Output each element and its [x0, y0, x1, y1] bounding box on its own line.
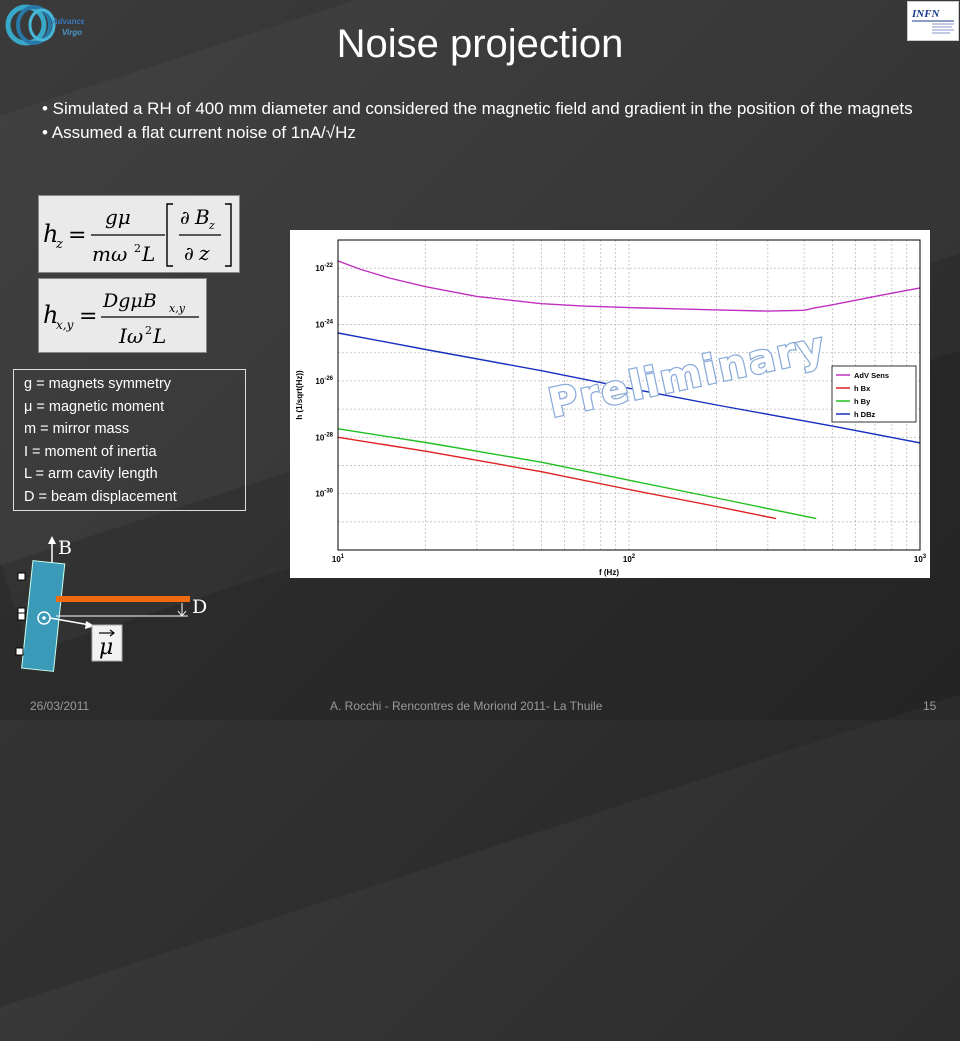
svg-text:2: 2	[134, 242, 141, 255]
x-tick-label: 102	[623, 554, 636, 564]
advanced-virgo-logo: Advanced Virgo	[5, 4, 84, 46]
x-tick-label: 101	[332, 554, 345, 564]
svg-text:∂: ∂	[180, 207, 190, 229]
svg-text:Iω: Iω	[118, 324, 143, 348]
svg-text:B: B	[194, 205, 210, 229]
y-tick-label: 10-26	[315, 376, 333, 386]
svg-text:L: L	[152, 324, 166, 348]
mirror-body	[21, 560, 66, 672]
bullet-item: • Simulated a RH of 400 mm diameter and …	[42, 99, 913, 118]
svg-text:z: z	[198, 241, 210, 265]
y-tick-label: 10-24	[315, 320, 333, 330]
noise-projection-chart: 101 102 103 10-22 10-24 10-26 10-28 10-30 f (Hz)…	[290, 230, 930, 578]
symbol-item: L = arm cavity length	[24, 466, 158, 482]
x-axis-label: f (Hz)	[599, 568, 619, 577]
symbol-definitions: g = magnets symmetry μ = magnetic moment…	[13, 369, 246, 511]
bullet-list: • Simulated a RH of 400 mm diameter and …	[42, 97, 922, 145]
footer-page-number: 15	[923, 699, 937, 713]
magnet-square	[17, 612, 26, 621]
slide-title: Noise projection	[336, 22, 624, 66]
plot-frame	[337, 239, 921, 551]
symbol-item: μ = magnetic moment	[24, 398, 165, 415]
series-line-h-by	[338, 428, 817, 520]
formula-hz: h z = gμ mω 2 L ∂ B z ∂ z	[38, 195, 240, 273]
magnet-square	[17, 572, 26, 581]
svg-text:h: h	[43, 301, 58, 329]
symbol-item: g = magnets symmetry	[24, 376, 172, 392]
label-b: B	[58, 537, 72, 559]
svg-text:z: z	[208, 219, 215, 232]
svg-text:∂: ∂	[184, 243, 194, 265]
formula-hxy: h x,y = DgμB x,y Iω 2 L	[38, 278, 207, 353]
svg-text:h: h	[43, 220, 58, 248]
legend-label: h DBz	[854, 410, 875, 419]
svg-text:2: 2	[145, 324, 152, 337]
legend-label: h By	[854, 397, 871, 406]
y-axis-label: h (1/sqrt(Hz))	[295, 370, 304, 420]
infn-logo: INFN	[907, 1, 959, 41]
series-line-h-bx	[338, 436, 777, 520]
x-tick-label: 103	[914, 554, 927, 564]
preliminary-watermark: Preliminary	[544, 323, 830, 427]
y-tick-label: 10-30	[315, 489, 333, 499]
footer-date: 26/03/2011	[30, 699, 90, 713]
mu-vector-box	[91, 624, 123, 662]
virgo-logo-text-2: Virgo	[62, 28, 82, 37]
y-tick-label: 10-28	[315, 432, 333, 442]
svg-text:DgμB: DgμB	[102, 290, 157, 312]
footer-presenter: A. Rocchi - Rencontres de Moriond 2011- …	[330, 699, 603, 713]
legend-label: h Bx	[854, 384, 871, 393]
magnet-sketch: B D μ	[15, 536, 207, 672]
svg-text:gμ: gμ	[105, 205, 131, 229]
legend-label: AdV Sens	[854, 371, 889, 380]
chart-svg: 101 102 103 10-22 10-24 10-26 10-28 10-30 f (Hz)…	[295, 239, 927, 577]
svg-text:mω: mω	[92, 242, 127, 266]
svg-text:x,y: x,y	[56, 318, 74, 332]
infn-logo-text: INFN	[911, 8, 941, 20]
symbol-item: I = moment of inertia	[24, 443, 157, 460]
label-d: D	[192, 596, 207, 618]
svg-text:μ: μ	[99, 635, 113, 660]
svg-text:x,y: x,y	[169, 302, 186, 315]
beam-line	[56, 596, 190, 602]
symbol-item: D = beam displacement	[24, 488, 177, 505]
svg-text:L: L	[141, 242, 155, 266]
svg-text:=: =	[79, 304, 97, 329]
series-line-adv-sens	[338, 260, 920, 312]
y-tick-label: 10-22	[315, 263, 333, 273]
svg-text:z: z	[55, 237, 63, 252]
bullet-item: • Assumed a flat current noise of 1nA/√H…	[42, 123, 356, 142]
magnet-square	[15, 647, 24, 656]
symbol-item: m = mirror mass	[24, 421, 130, 437]
svg-text:=: =	[68, 223, 86, 248]
series-line-h-dbz	[338, 332, 920, 444]
virgo-logo-text-1: Advanced	[51, 17, 84, 26]
